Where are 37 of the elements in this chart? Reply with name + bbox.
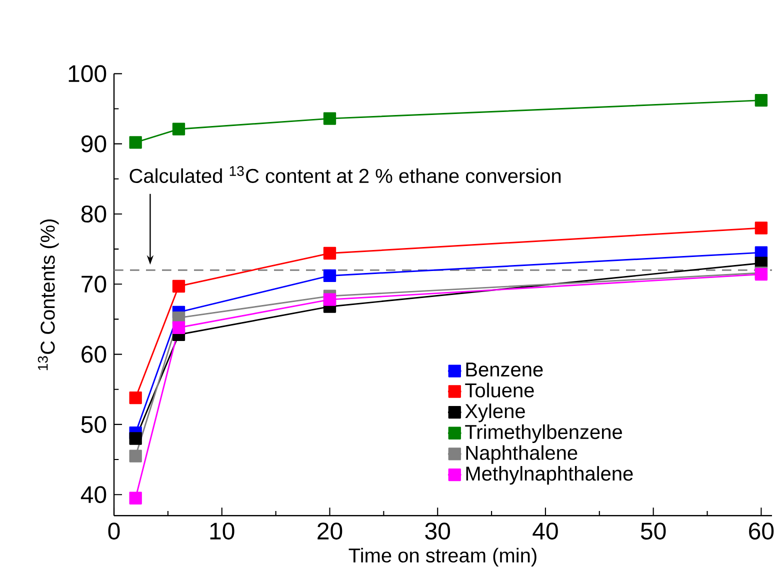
point [754,94,768,107]
point [129,136,142,149]
x-tick-label: 20 [318,522,342,540]
x-axis-title: Time on stream (min) [348,548,536,566]
y-tick-label: 60 [82,346,106,363]
point [323,293,336,306]
x-tick-label: 0 [108,522,120,540]
y-tick-label: 80 [81,205,106,222]
legend-label: Methylnaphthalene [466,466,633,485]
point [754,222,768,234]
point [129,391,142,404]
y-tick-label: 70 [82,276,106,293]
point [323,112,336,125]
y-tick-label: 40 [80,486,106,504]
annotation: Calculated $^{13}$C content at 2 % ethane conversion [130,166,561,184]
point [172,321,186,334]
point [129,432,142,445]
legend-label: Naphthalene [466,445,578,464]
x-tick-label: 60 [749,522,774,540]
point [323,246,336,260]
point [129,492,142,504]
x-tick-label: 10 [210,522,234,540]
y-tick-label: 50 [81,416,106,433]
y-tick-label: 100 [68,65,106,82]
y-axis-title: $^{13}$C Contents (%) [38,219,59,370]
x-tick-label: 50 [640,522,666,540]
point [323,269,336,282]
point [172,280,186,293]
y-tick-label: 90 [82,135,106,152]
x-tick-label: 30 [425,522,450,540]
x-tick-label: 40 [532,522,558,540]
point [172,122,186,136]
point [129,450,142,462]
legend-label: Xylene [465,404,525,422]
legend-label: Benzene [466,362,543,377]
legend-label: Toluene [465,382,534,398]
legend-label: Trimethylbenzene [465,424,622,444]
